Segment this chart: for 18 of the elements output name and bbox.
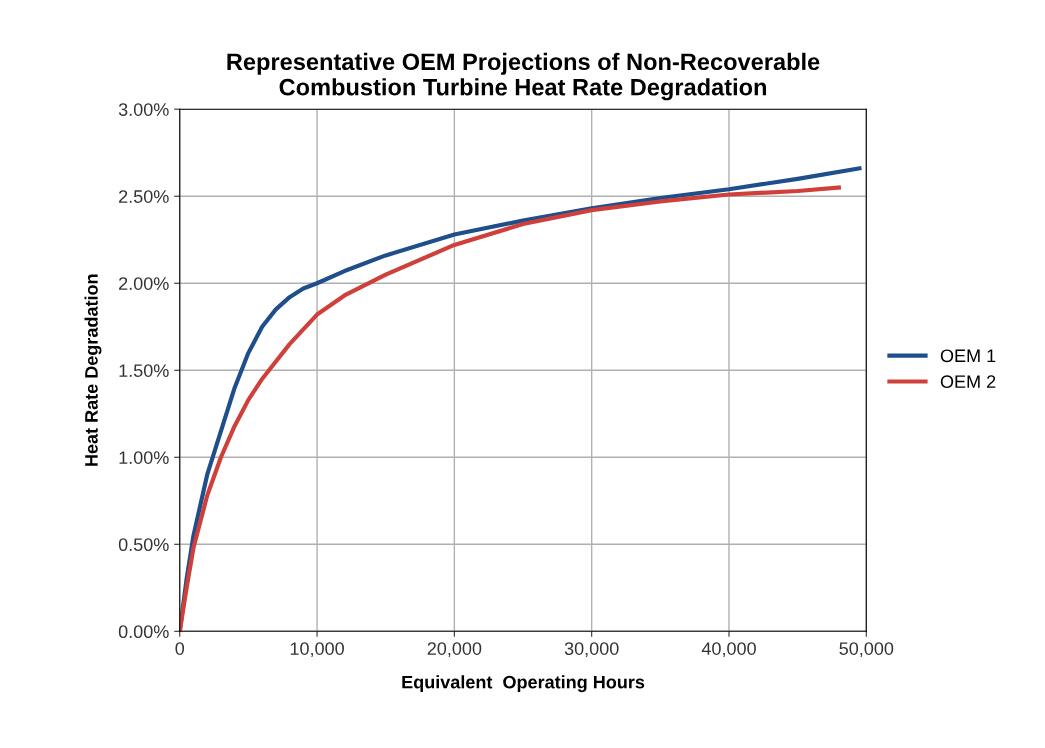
chart-title: Representative OEM Projections of Non-Recoverable Combustion Turbine Heat Rate Degradation [227,52,820,101]
y-tick-label: 2.50% [119,190,169,203]
y-tick-label: 3.00% [118,103,169,116]
y-tick-label: 1.00% [119,451,169,464]
legend-label: OEM 1 [940,349,996,363]
x-tick-label: 10,000 [290,642,344,658]
x-axis-title: Equivalent Operating Hours [402,675,645,693]
x-tick-label: 0 [175,642,185,655]
x-tick-label: 20,000 [427,642,482,658]
y-tick-label: 0.00% [118,625,169,639]
y-tick-label: 2.00% [119,277,169,290]
y-axis-title: Heat Rate Degradation [84,274,102,466]
legend-label: OEM 2 [940,375,996,389]
x-tick-label: 40,000 [701,642,756,658]
y-tick-label: 1.50% [119,364,169,377]
y-tick-label: 0.50% [118,538,169,552]
x-tick-label: 30,000 [564,642,619,658]
x-tick-label: 50,000 [839,642,894,658]
